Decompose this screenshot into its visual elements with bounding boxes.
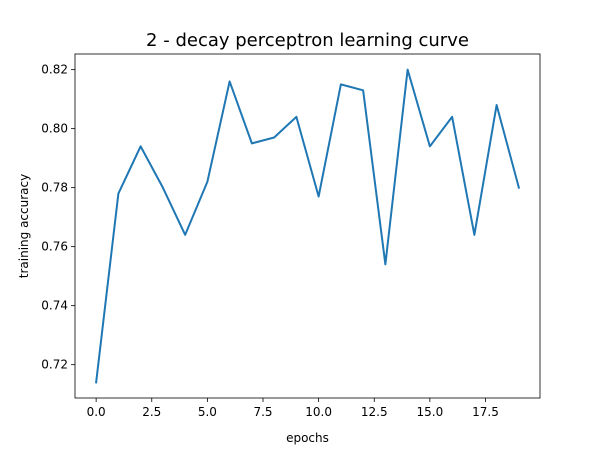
x-axis-ticks: 0.0 2.5 5.0 7.5 10.0 12.5 15.0 17.5 bbox=[87, 398, 499, 419]
series-line bbox=[95, 68, 521, 384]
y-tick-label: 0.78 bbox=[41, 181, 68, 195]
x-tick-label: 10.0 bbox=[305, 405, 332, 419]
plot-background bbox=[75, 54, 540, 398]
axes-spines bbox=[74, 53, 541, 399]
x-tick-label: 7.5 bbox=[253, 405, 272, 419]
x-tick-label: 12.5 bbox=[361, 405, 388, 419]
series-layer bbox=[95, 68, 521, 384]
plot-area bbox=[75, 54, 540, 398]
x-tick-label: 15.0 bbox=[417, 405, 444, 419]
y-axis-ticks: 0.72 0.74 0.76 0.78 0.80 0.82 bbox=[41, 63, 75, 372]
x-tick-label: 0.0 bbox=[87, 405, 106, 419]
chart-title: 2 - decay perceptron learning curve bbox=[146, 30, 469, 51]
y-axis-label: training accuracy bbox=[17, 174, 31, 278]
y-tick-label: 0.82 bbox=[41, 63, 68, 77]
x-tick-label: 2.5 bbox=[142, 405, 161, 419]
y-tick-label: 0.74 bbox=[41, 299, 68, 313]
x-tick-label: 5.0 bbox=[198, 405, 217, 419]
y-tick-label: 0.76 bbox=[41, 240, 68, 254]
y-tick-label: 0.72 bbox=[41, 358, 68, 372]
x-axis-label: epochs bbox=[286, 431, 329, 445]
x-tick-label: 17.5 bbox=[472, 405, 499, 419]
axes-frame bbox=[74, 53, 541, 399]
y-tick-label: 0.80 bbox=[41, 122, 68, 136]
